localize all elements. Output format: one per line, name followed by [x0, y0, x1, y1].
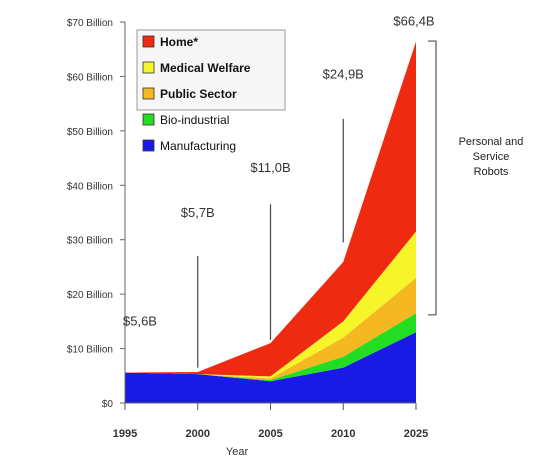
- annotation-lines: [197, 118, 344, 368]
- annotation-label: $5,6B: [123, 314, 157, 329]
- x-tick-label: 2010: [331, 428, 355, 440]
- legend-label: Medical Welfare: [160, 61, 251, 75]
- legend-label: Bio-industrial: [160, 113, 229, 127]
- x-tick-labels: 1995 2000 2005 2010 2025: [113, 403, 428, 440]
- x-tick-label: 2005: [258, 428, 282, 440]
- legend-swatch: [142, 87, 155, 100]
- stacked-areas: [125, 41, 416, 403]
- annotation-labels: $5,6B $5,7B $11,0B $24,9B $66,4B: [123, 13, 435, 328]
- legend-box: [136, 29, 286, 111]
- y-tick-label: $40 Billion: [67, 181, 113, 192]
- x-tick-label: 1995: [113, 428, 137, 440]
- area-manufacturing: [125, 332, 416, 403]
- legend: Home* Medical Welfare Public Sector Bio-ind…: [136, 29, 286, 153]
- x-tick-label: 2025: [404, 428, 428, 440]
- y-tick-label: $50 Billion: [67, 127, 113, 138]
- bracket-label: Personal and: [459, 136, 524, 148]
- annotation-label: $5,7B: [181, 205, 215, 220]
- x-tick-label: 2000: [186, 428, 210, 440]
- legend-swatch: [142, 113, 155, 126]
- x-axis-title: Year: [226, 446, 249, 458]
- annotation-label: $24,9B: [323, 67, 364, 82]
- legend-swatch: [142, 61, 155, 74]
- annotation-label: $66,4B: [393, 13, 434, 28]
- annotation-label: $11,0B: [250, 160, 290, 175]
- bracket-label: Service: [473, 151, 510, 163]
- personal-service-bracket: Personal and Service Robots: [428, 40, 524, 316]
- area-bio-industrial: [125, 313, 416, 382]
- y-tick-label: $30 Billion: [67, 236, 113, 247]
- y-tick-label: $70 Billion: [67, 18, 113, 29]
- legend-label: Manufacturing: [160, 139, 236, 153]
- area-public-sector: [125, 277, 416, 381]
- bracket-line: [428, 40, 437, 316]
- y-tick-label: $60 Billion: [67, 72, 113, 83]
- y-tick-label: $20 Billion: [67, 290, 113, 301]
- legend-label: Public Sector: [160, 87, 237, 101]
- legend-label: Home*: [160, 35, 198, 49]
- y-tick-label: $10 Billion: [67, 345, 113, 356]
- legend-swatch: [142, 139, 155, 152]
- area-medical-welfare: [125, 231, 416, 379]
- y-tick-labels: $0 $10 Billion $20 Billion $30 Billion $40 B…: [67, 18, 125, 410]
- legend-swatch: [142, 35, 155, 48]
- y-tick-label: $0: [102, 399, 114, 410]
- bracket-label: Robots: [474, 166, 509, 178]
- area-home: [125, 41, 416, 377]
